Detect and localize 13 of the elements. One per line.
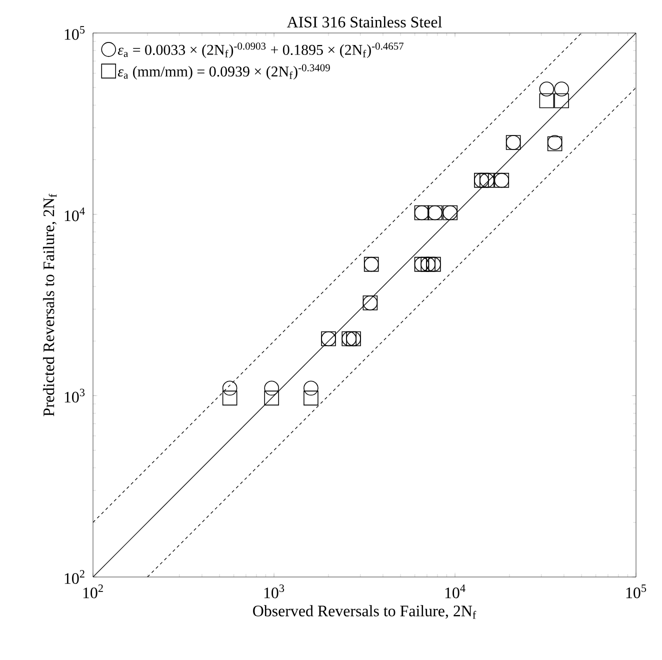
y-axis-title: Predicted Reversals to Failure, 2N$_{f}$ — [42, 194, 57, 416]
x-tick-label: 10$^{2}$ — [83, 584, 103, 598]
legend-label: ε$_{a}$ (mm/mm) = 0.0939 × (2N$_{f}$)$^{-0.3409}$ — [118, 64, 330, 80]
text: ε$_{a}$ = 0.0033 × (2N$_{f}$)$^{-0.0903}$ + 0.1895 × (2N$_{f}$)$^{-0.4657}$ — [118, 42, 404, 58]
x-axis-title: Observed Reversals to Failure, 2N$_{f}$ — [253, 605, 476, 619]
y-tick-label: 10$^{2}$ — [64, 570, 84, 584]
chart-title: AISI 316 Stainless Steel — [286, 16, 442, 28]
y-tick-label: 10$^{3}$ — [64, 388, 85, 403]
y-tick-label: 10$^{5}$ — [64, 26, 85, 40]
x-tick-label: 10$^{3}$ — [264, 584, 284, 598]
y-tick-label: 10$^{4}$ — [64, 207, 85, 222]
x-tick-label: 10$^{5}$ — [626, 584, 646, 598]
x-tick-label: 10$^{4}$ — [445, 584, 466, 598]
